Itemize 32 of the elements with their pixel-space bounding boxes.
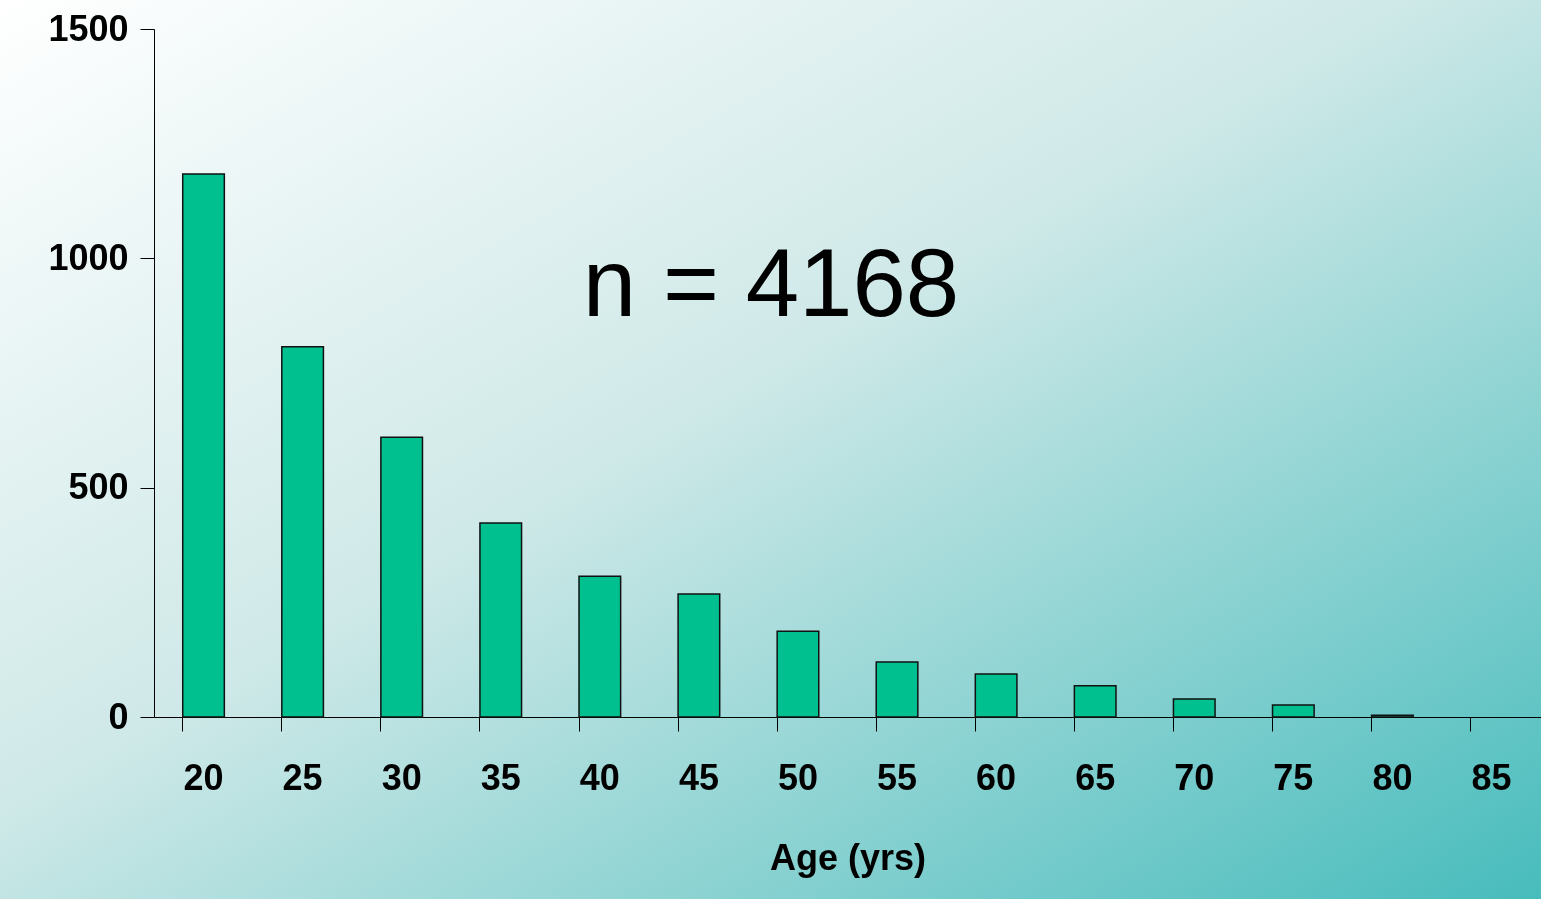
- x-axis-title: Age (yrs): [769, 836, 927, 878]
- y-tick-label: 500: [68, 466, 129, 508]
- bar: [479, 522, 523, 718]
- bar: [181, 173, 226, 718]
- x-tick-label: 50: [777, 756, 818, 798]
- bar: [1073, 685, 1117, 718]
- bar: [380, 436, 424, 718]
- x-tick-label: 60: [976, 756, 1017, 798]
- y-tick-label: 1000: [48, 236, 129, 278]
- x-tick-label: 80: [1372, 756, 1413, 798]
- annotation: n = 4168: [582, 229, 960, 336]
- bar: [578, 575, 622, 718]
- x-tick-label: 30: [381, 756, 422, 798]
- x-tick-label: 55: [877, 756, 918, 798]
- x-tick-label: 20: [183, 756, 224, 798]
- x-tick-label: 75: [1273, 756, 1314, 798]
- x-tick-label: 65: [1075, 756, 1116, 798]
- x-tick-label: 25: [282, 756, 323, 798]
- bar: [1271, 704, 1315, 718]
- x-tick-label: 70: [1174, 756, 1215, 798]
- bar: [776, 630, 820, 718]
- bar: [875, 661, 919, 718]
- x-tick-label: 45: [678, 756, 719, 798]
- x-tick-label: 85: [1471, 756, 1512, 798]
- y-tick-label: 1500: [48, 7, 129, 49]
- x-tick-label: 40: [579, 756, 620, 798]
- bar: [677, 593, 721, 718]
- x-tick-label: 35: [480, 756, 521, 798]
- y-tick-label: 0: [108, 695, 129, 737]
- bar: [974, 673, 1018, 718]
- bar: [281, 346, 325, 718]
- bar: [1172, 698, 1216, 718]
